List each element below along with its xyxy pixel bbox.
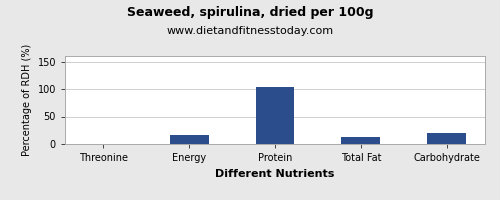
Text: Seaweed, spirulina, dried per 100g: Seaweed, spirulina, dried per 100g	[127, 6, 373, 19]
Bar	[170, 135, 208, 144]
Text: www.dietandfitnesstoday.com: www.dietandfitnesstoday.com	[166, 26, 334, 36]
Y-axis label: Percentage of RDH (%): Percentage of RDH (%)	[22, 44, 32, 156]
Bar	[428, 133, 466, 144]
X-axis label: Different Nutrients: Different Nutrients	[216, 169, 334, 179]
Bar	[256, 87, 294, 144]
Bar	[342, 137, 380, 144]
